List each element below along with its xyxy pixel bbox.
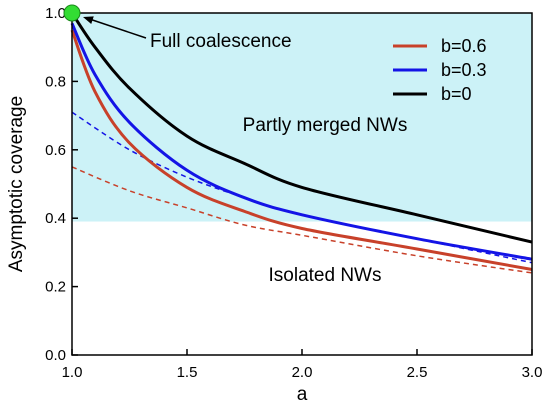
legend-label-b-0: b=0 [441, 84, 472, 104]
full-coalescence-label: Full coalescence [150, 31, 292, 52]
x-tick-label-0: 1.0 [62, 364, 83, 381]
axis-ticks: 1.0 1.5 2.0 2.5 3.0 0.0 0.2 0.4 0.6 0.8 1.0 [45, 5, 542, 381]
full-coalescence-annotation: Full coalescence [63, 4, 292, 52]
y-tick-label-4: 0.8 [45, 73, 66, 90]
region-label-partly-merged: Partly merged NWs [243, 115, 408, 136]
x-axis-title: a [297, 384, 308, 405]
regions [72, 13, 532, 355]
series-line-0 [70, 29, 533, 271]
y-axis-title: Asymptotic coverage [6, 96, 27, 272]
x-tick-label-1: 1.5 [177, 364, 198, 381]
y-tick-label-5: 1.0 [45, 5, 66, 22]
x-tick-label-3: 2.5 [407, 364, 428, 381]
y-tick-label-1: 0.2 [45, 279, 66, 296]
annotation-arrow [90, 18, 147, 39]
y-tick-label-3: 0.6 [45, 142, 66, 159]
series-lines [70, 12, 533, 274]
region-1 [72, 221, 532, 355]
series-line-2 [70, 12, 533, 244]
legend: b=0.6 b=0.3 b=0 [393, 36, 487, 104]
legend-label-b-0-3: b=0.3 [441, 60, 487, 80]
y-tick-label-2: 0.4 [45, 210, 66, 227]
x-tick-label-2: 2.0 [292, 364, 313, 381]
series-line-1 [70, 22, 533, 261]
legend-label-b-0-6: b=0.6 [441, 36, 487, 56]
region-labels: Partly merged NWs Isolated NWs [243, 115, 408, 286]
x-tick-label-4: 3.0 [522, 364, 543, 381]
region-label-isolated: Isolated NWs [269, 265, 382, 286]
y-tick-label-0: 0.0 [45, 347, 66, 364]
annotation-arrowhead [83, 16, 94, 24]
full-coalescence-marker [63, 4, 81, 22]
